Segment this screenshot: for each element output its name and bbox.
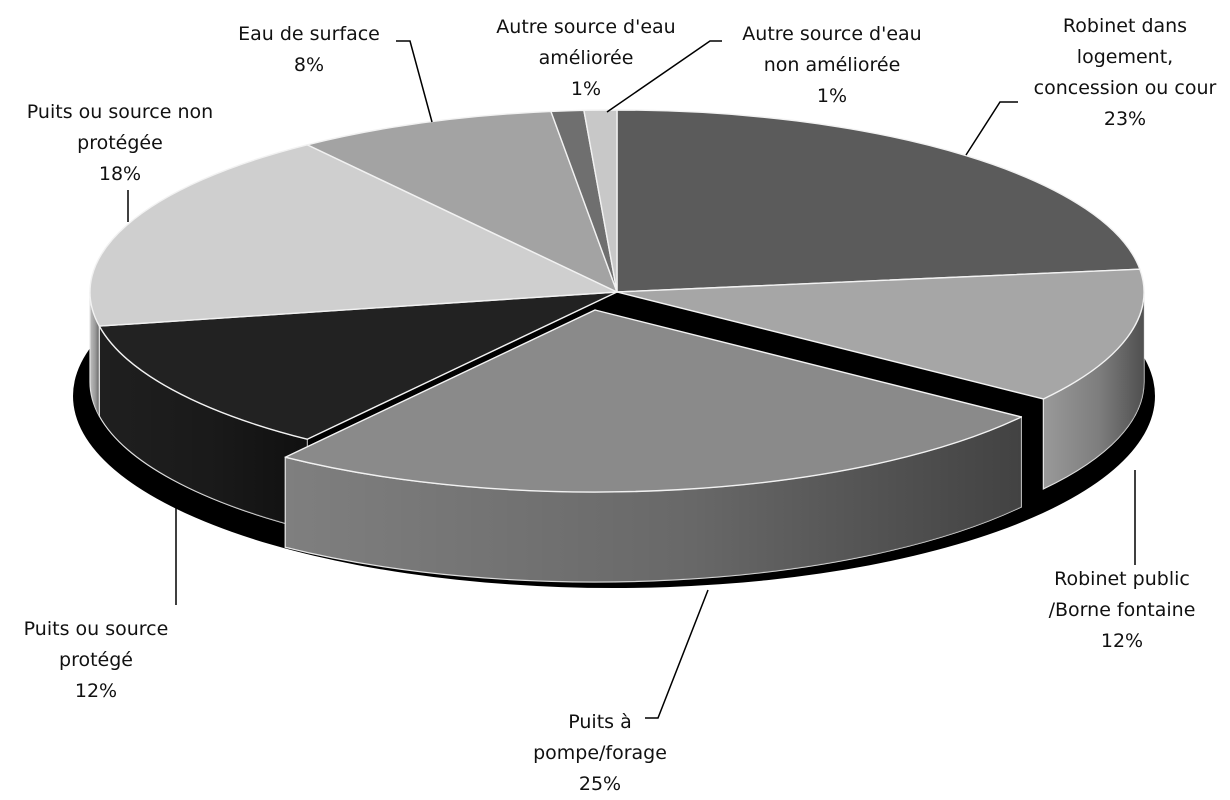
pie-slice-0 [616, 109, 1141, 293]
slice-label-2-line-1: pompe/forage [533, 742, 667, 764]
slice-label-7-line-0: Autre source d'eau [742, 23, 921, 45]
slice-label-3-line-0: Puits ou source [24, 618, 169, 640]
slice-label-0-line-2: concession ou cour [1034, 77, 1217, 99]
pie-slice-3 [98, 291, 618, 440]
slice-percent-2: 25% [579, 773, 621, 795]
slice-label-1-line-1: /Borne fontaine [1049, 599, 1196, 621]
pie-slice-2 [284, 309, 1023, 493]
pie-slice-7 [583, 109, 618, 293]
slice-percent-5: 8% [294, 54, 324, 76]
slice-label-4-line-1: protégée [77, 132, 163, 154]
slice-labels: Robinet dans logement, concession ou cour 2… [24, 15, 1217, 795]
slice-label-3-line-1: protégé [59, 649, 133, 671]
slice-label-6-line-0: Autre source d'eau [496, 16, 675, 38]
slice-label-2-line-0: Puits à [568, 711, 631, 733]
slice-label-5-line-0: Eau de surface [238, 23, 380, 45]
slice-percent-1: 12% [1101, 630, 1143, 652]
slice-label-0-line-0: Robinet dans [1063, 15, 1187, 37]
leader-line-2 [645, 589, 709, 719]
slice-percent-4: 18% [99, 163, 141, 185]
slice-label-4-line-0: Puits ou source non [27, 101, 213, 123]
pie-slice-5 [306, 110, 618, 293]
slice-percent-7: 1% [817, 85, 847, 107]
pie-slice-1 [616, 268, 1145, 400]
leader-lines [127, 40, 1136, 719]
pie-top [89, 109, 1145, 493]
leader-line-0 [965, 101, 1018, 156]
pie-slice-4 [89, 144, 618, 327]
pie-side-shading-1 [1043, 292, 1144, 489]
pie-side-shading-3 [99, 326, 308, 530]
slice-percent-6: 1% [571, 78, 601, 100]
slice-percent-0: 23% [1104, 108, 1146, 130]
slice-label-1-line-0: Robinet public [1054, 568, 1190, 590]
leader-line-7 [606, 40, 722, 113]
pie-side-shading-2 [285, 416, 1022, 582]
slice-label-6-line-1: améliorée [539, 47, 634, 69]
leader-line-5 [396, 40, 433, 123]
slice-label-7-line-1: non améliorée [764, 54, 901, 76]
slice-label-0-line-1: logement, [1077, 46, 1173, 68]
slice-percent-3: 12% [75, 680, 117, 702]
